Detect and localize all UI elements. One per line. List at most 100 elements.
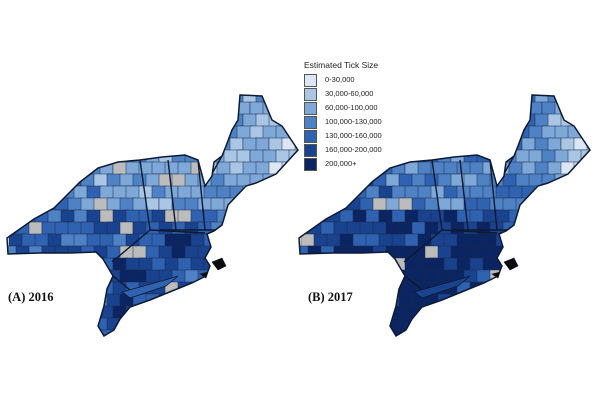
county-region <box>359 269 379 286</box>
county-region <box>326 257 344 271</box>
county-region <box>34 113 52 132</box>
county-region <box>60 113 78 127</box>
county-region <box>7 149 22 165</box>
county-region <box>158 317 176 334</box>
legend-title: Estimated Tick Size <box>304 60 379 70</box>
county-region <box>586 257 590 275</box>
county-region <box>255 233 271 250</box>
county-region <box>321 342 340 355</box>
county-region <box>177 95 193 103</box>
county-region <box>294 209 298 226</box>
county-region <box>495 305 514 319</box>
county-region <box>594 126 600 139</box>
county-region <box>7 125 19 140</box>
county-region <box>580 293 590 309</box>
legend-label: 0-30,000 <box>325 75 355 84</box>
county-region <box>80 125 100 143</box>
island-region <box>503 257 519 271</box>
county-region <box>94 342 111 355</box>
county-region <box>476 101 495 116</box>
county-region <box>54 173 72 187</box>
county-region <box>463 101 482 118</box>
county-region <box>268 257 289 275</box>
county-region <box>554 245 570 262</box>
county-region <box>567 197 588 214</box>
county-region <box>502 293 520 309</box>
county-region <box>567 221 583 239</box>
county-region <box>21 161 36 177</box>
county-region <box>567 101 584 118</box>
legend-item: 130,000-160,000 <box>304 130 424 143</box>
county-region <box>482 329 499 336</box>
county-region <box>60 257 77 271</box>
county-region <box>242 281 259 298</box>
county-region <box>138 257 154 272</box>
state-border <box>167 159 177 231</box>
county-region <box>68 342 84 358</box>
county-region <box>502 125 518 140</box>
county-region <box>8 185 26 202</box>
county-region <box>586 185 590 202</box>
county-region <box>67 149 83 165</box>
county-region <box>249 269 266 286</box>
county-region <box>586 305 590 320</box>
county-region <box>456 113 472 130</box>
county-region <box>93 125 114 144</box>
county-region <box>112 329 129 336</box>
county-region <box>86 281 106 296</box>
county-region <box>262 245 278 262</box>
county-region <box>573 329 589 336</box>
county-region <box>437 101 455 119</box>
county-region <box>554 293 572 310</box>
county-region <box>594 102 600 116</box>
county-region <box>184 101 203 116</box>
county-region <box>268 329 283 336</box>
county-region <box>242 305 259 322</box>
county-region <box>385 269 401 287</box>
county-region <box>482 281 501 299</box>
county-region <box>326 185 345 200</box>
county-region <box>275 221 291 239</box>
county-region <box>594 270 600 283</box>
county-region <box>528 245 547 261</box>
county-region <box>210 269 226 286</box>
county-region <box>138 329 158 336</box>
county-region <box>372 269 391 288</box>
county-region <box>262 293 280 310</box>
county-region <box>560 233 580 250</box>
county-region <box>430 329 450 336</box>
county-region <box>560 95 575 104</box>
county-region <box>107 342 126 354</box>
county-region <box>573 95 588 106</box>
county-region <box>294 329 298 336</box>
county-region <box>120 342 136 357</box>
county-region <box>528 293 546 309</box>
county-region <box>430 257 446 272</box>
county-region <box>586 329 590 336</box>
county-region <box>236 221 255 239</box>
county-region <box>308 306 326 319</box>
county-region <box>482 137 499 152</box>
county-region <box>594 222 600 237</box>
county-region <box>262 269 277 284</box>
county-region <box>333 269 353 287</box>
island-region <box>199 271 209 279</box>
county-region <box>223 317 240 331</box>
county-region <box>302 198 320 213</box>
county-region <box>255 329 273 336</box>
county-region <box>28 173 45 191</box>
county-region <box>34 257 52 271</box>
county-region <box>307 245 323 264</box>
county-region <box>568 342 585 356</box>
county-region <box>249 317 268 331</box>
state-border <box>404 275 423 291</box>
county-region <box>300 209 315 224</box>
county-region <box>288 173 298 192</box>
county-region <box>242 329 258 336</box>
county-region <box>21 305 41 322</box>
legend-item: 30,000-60,000 <box>304 88 424 101</box>
county-region <box>567 173 584 191</box>
county-region <box>47 185 63 203</box>
county-region <box>586 209 590 226</box>
county-region <box>573 185 590 201</box>
